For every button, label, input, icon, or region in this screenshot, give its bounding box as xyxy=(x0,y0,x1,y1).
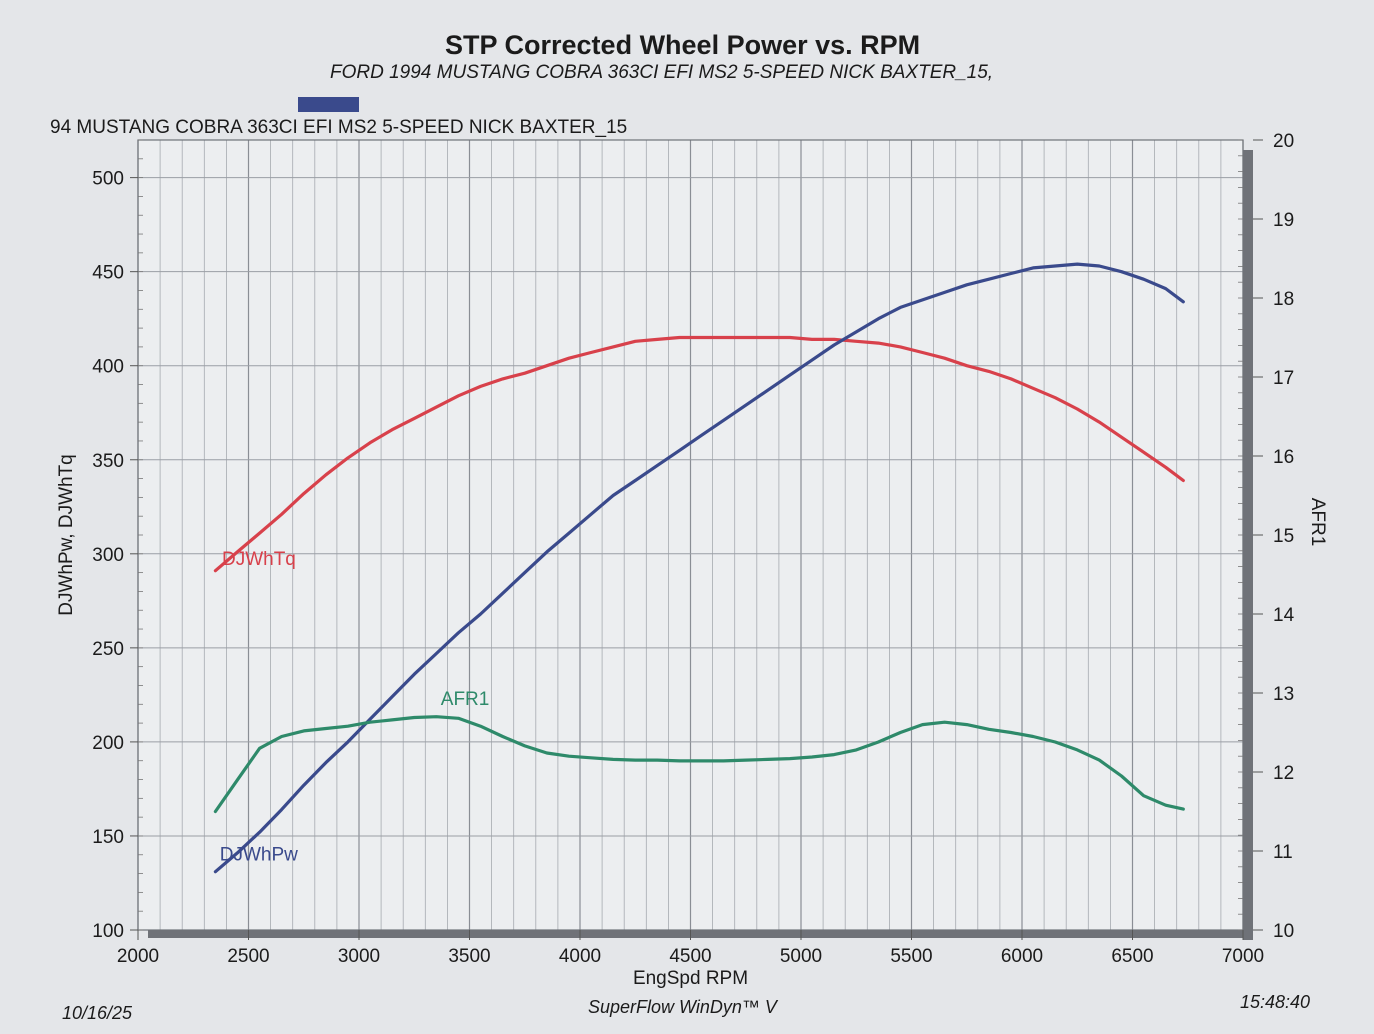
y2-tick-label: 15 xyxy=(1273,526,1294,547)
x-tick-label: 6500 xyxy=(1111,946,1153,967)
series-labels: DJWhTq DJWhPw AFR1 xyxy=(220,549,490,865)
y2-axis-label: AFR1 xyxy=(1307,498,1328,547)
series xyxy=(213,262,1185,874)
x-tick-label: 2000 xyxy=(117,946,159,967)
y-axis-label: DJWhPw, DJWhTq xyxy=(56,454,77,616)
y2-tick-label: 11 xyxy=(1273,842,1293,863)
y-tick-label: 250 xyxy=(92,639,124,660)
footer-time: 15:48:40 xyxy=(1240,992,1311,1012)
series-label-djwhtq: DJWhTq xyxy=(222,549,296,570)
run-name: 94 MUSTANG COBRA 363CI EFI MS2 5-SPEED N… xyxy=(50,117,628,138)
y2-tick-label: 20 xyxy=(1273,131,1294,152)
y-tick-label: 450 xyxy=(92,263,124,284)
series-line-djwhtq xyxy=(213,335,1185,573)
y-tick-label: 100 xyxy=(92,921,124,942)
y-tick-label: 400 xyxy=(92,357,124,378)
x-tick-label: 3500 xyxy=(448,946,490,967)
y2-tick-label: 10 xyxy=(1273,921,1294,942)
y-tick-label: 200 xyxy=(92,733,124,754)
grid xyxy=(137,140,1244,931)
chart-title: STP Corrected Wheel Power vs. RPM xyxy=(445,30,921,60)
y2-tick-label: 16 xyxy=(1273,447,1294,468)
x-tick-label: 4000 xyxy=(559,946,601,967)
x-tick-label: 2500 xyxy=(227,946,269,967)
y-tick-label: 150 xyxy=(92,827,124,848)
y2-tick-label: 12 xyxy=(1273,763,1294,784)
x-axis-label: EngSpd RPM xyxy=(633,968,748,989)
y2-tick-label: 14 xyxy=(1273,605,1295,626)
series-line-djwhpw xyxy=(213,262,1185,874)
x-tick-label: 5500 xyxy=(890,946,932,967)
x-tick-label: 5000 xyxy=(780,946,822,967)
frame-shadow-right xyxy=(1243,150,1253,940)
x-tick-label: 7000 xyxy=(1222,946,1264,967)
y2-tick-label: 19 xyxy=(1273,210,1294,231)
axes: 100 150 200 250 300 350 400 450 500 10 11 12 13 14 15 1… xyxy=(56,131,1328,989)
y-tick-label: 350 xyxy=(92,451,124,472)
chart-subtitle: FORD 1994 MUSTANG COBRA 363CI EFI MS2 5-… xyxy=(330,62,994,83)
series-label-afr1: AFR1 xyxy=(441,689,490,710)
footer-date: 10/16/25 xyxy=(62,1003,133,1023)
y2-tick-label: 13 xyxy=(1273,684,1294,705)
x-tick-label: 3000 xyxy=(338,946,380,967)
footer-software: SuperFlow WinDyn™ V xyxy=(588,997,777,1017)
x-tick-label: 6000 xyxy=(1001,946,1043,967)
y-tick-label: 300 xyxy=(92,545,124,566)
y2-tick-label: 18 xyxy=(1273,289,1294,310)
run-color-swatch xyxy=(298,97,359,112)
series-label-djwhpw: DJWhPw xyxy=(220,844,298,865)
x-tick-label: 4500 xyxy=(669,946,711,967)
series-line-afr1 xyxy=(213,715,1185,814)
y2-tick-label: 17 xyxy=(1273,368,1294,389)
frame-shadow-bottom xyxy=(148,930,1253,938)
y-tick-label: 500 xyxy=(92,169,124,190)
